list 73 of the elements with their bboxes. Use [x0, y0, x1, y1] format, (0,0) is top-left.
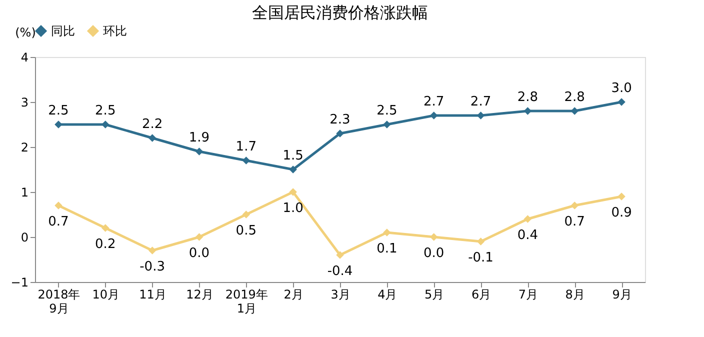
point	[289, 166, 297, 174]
x-tick-label: 7月	[518, 288, 538, 302]
data-label: 2.5	[376, 104, 398, 118]
data-label: 2.7	[424, 94, 444, 110]
point	[195, 148, 204, 156]
chart-title: 全国居民消费价格涨跌幅	[252, 3, 428, 22]
point	[102, 120, 110, 128]
point	[54, 202, 62, 210]
point	[336, 130, 344, 138]
x-tick-label: 12月	[186, 288, 214, 302]
data-label: 0.4	[517, 228, 538, 243]
y-tick-label: 4	[20, 50, 28, 64]
data-label: 0.1	[376, 242, 398, 256]
x-tick-label: 2018年 9月	[38, 288, 80, 316]
data-label: 2.5	[95, 104, 116, 118]
data-label: 1.5	[282, 148, 304, 164]
data-label: 2.8	[564, 90, 585, 105]
y-tick-label: −1	[10, 276, 28, 290]
data-label: 1.9	[188, 130, 210, 146]
point	[289, 188, 297, 196]
point	[242, 210, 250, 218]
data-label: 0.7	[48, 214, 69, 230]
x-tick-label: 2月	[284, 288, 304, 302]
data-label: 0.0	[424, 246, 444, 261]
point	[570, 202, 578, 210]
point	[383, 228, 391, 236]
x-tick-label: 6月	[471, 288, 492, 302]
data-label: 3.0	[611, 81, 632, 96]
x-tick-label: 9月	[612, 288, 632, 302]
data-label: 1.0	[282, 201, 304, 216]
data-label: 0.5	[236, 224, 256, 238]
data-label: 2.5	[48, 104, 69, 118]
y-tick-label: 1	[20, 186, 28, 200]
point	[618, 192, 626, 200]
data-label: 2.8	[517, 90, 538, 105]
point	[383, 120, 391, 128]
x-tick-label: 2019年 1月	[225, 288, 268, 316]
point	[570, 107, 578, 115]
data-label: 2.3	[330, 112, 350, 128]
data-label: -0.1	[468, 250, 494, 266]
data-label: 0.7	[564, 214, 585, 230]
data-label: 0.0	[188, 246, 210, 261]
point	[148, 246, 156, 254]
y-tick-label: 3	[20, 96, 28, 110]
point	[54, 120, 62, 128]
legend-label: 同比	[51, 24, 75, 38]
data-label: -0.4	[327, 264, 353, 279]
y-tick-label: 2	[20, 140, 28, 154]
x-tick-label: 10月	[92, 288, 120, 302]
x-tick-label: 8月	[565, 288, 585, 302]
point	[195, 233, 204, 241]
point	[476, 238, 485, 246]
legend-label: 环比	[103, 24, 127, 38]
x-tick-label: 4月	[378, 288, 398, 302]
point	[430, 112, 438, 120]
point	[242, 156, 250, 164]
point	[102, 224, 110, 232]
data-label: 1.7	[236, 140, 256, 154]
y-tick-label: 0	[20, 230, 28, 244]
x-tick-label: 3月	[330, 288, 350, 302]
y-axis-title: (%)	[15, 26, 36, 40]
point	[430, 233, 438, 241]
data-label: 0.2	[95, 237, 116, 252]
data-label: -0.3	[140, 260, 165, 274]
point	[618, 98, 626, 106]
data-label: 2.7	[470, 94, 492, 110]
data-label: 2.2	[142, 117, 163, 132]
point	[336, 251, 344, 259]
x-tick-label: 5月	[424, 288, 444, 302]
point	[524, 215, 532, 223]
x-tick-label: 11月	[139, 288, 166, 302]
data-label: 0.9	[611, 206, 632, 220]
point	[148, 134, 156, 142]
